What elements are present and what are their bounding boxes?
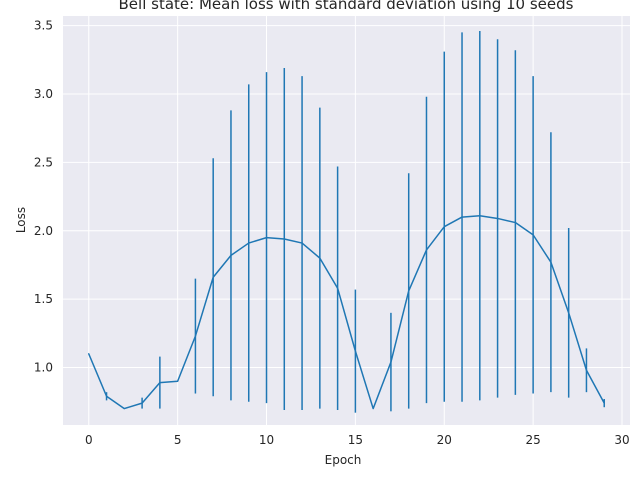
x-tick-label: 10 [259, 433, 274, 447]
mean-loss-line [88, 214, 605, 410]
series-line-group [88, 214, 605, 410]
x-tick-labels: 0 5 10 15 20 25 30 [85, 433, 630, 447]
x-tick-label: 30 [614, 433, 629, 447]
x-tick-label: 15 [348, 433, 363, 447]
y-tick-label: 3.5 [34, 19, 53, 33]
x-tick-label: 25 [525, 433, 540, 447]
y-tick-labels: 1.0 1.5 2.0 2.5 3.0 3.5 [34, 19, 53, 375]
y-tick-label: 2.5 [34, 155, 53, 169]
y-axis-label: Loss [14, 207, 28, 233]
x-tick-label: 5 [174, 433, 182, 447]
plot-background [63, 16, 630, 425]
y-tick-label: 2.0 [34, 224, 53, 238]
y-tick-label: 1.0 [34, 361, 53, 375]
x-tick-label: 20 [437, 433, 452, 447]
chart-title: Bell state: Mean loss with standard devi… [119, 0, 574, 13]
x-tick-label: 0 [85, 433, 93, 447]
y-tick-label: 1.5 [34, 292, 53, 306]
y-tick-label: 3.0 [34, 87, 53, 101]
x-axis-label: Epoch [325, 453, 362, 467]
